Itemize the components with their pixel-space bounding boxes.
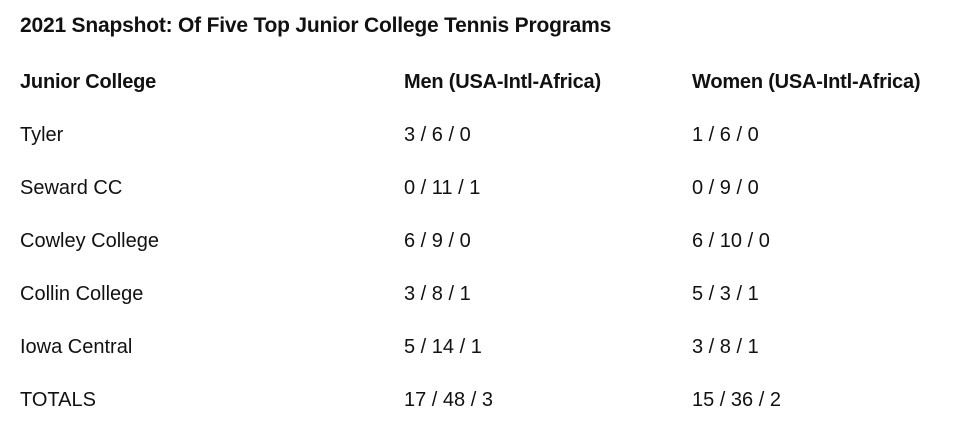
men-total: 17 / 48 / 3 [404, 389, 493, 411]
women-count: 1 / 6 / 0 [692, 124, 759, 146]
men-count: 3 / 6 / 0 [404, 124, 471, 146]
table-header-row: Junior College Men (USA-Intl-Africa) Wom… [0, 67, 974, 97]
page-title: 2021 Snapshot: Of Five Top Junior Colleg… [20, 14, 612, 37]
header-women: Women (USA-Intl-Africa) [692, 71, 921, 93]
men-count: 6 / 9 / 0 [404, 230, 471, 252]
table-row: Cowley College 6 / 9 / 0 6 / 10 / 0 [0, 226, 974, 256]
totals-row: TOTALS 17 / 48 / 3 15 / 36 / 2 [0, 385, 974, 415]
college-name: Iowa Central [20, 336, 133, 358]
table-row: Tyler 3 / 6 / 0 1 / 6 / 0 [0, 120, 974, 150]
header-junior-college: Junior College [20, 71, 157, 93]
women-count: 6 / 10 / 0 [692, 230, 770, 252]
totals-label: TOTALS [20, 389, 96, 411]
women-count: 0 / 9 / 0 [692, 177, 759, 199]
college-name: Cowley College [20, 230, 159, 252]
men-count: 3 / 8 / 1 [404, 283, 471, 305]
table-row: Collin College 3 / 8 / 1 5 / 3 / 1 [0, 279, 974, 309]
college-name: Tyler [20, 124, 64, 146]
table-row: Iowa Central 5 / 14 / 1 3 / 8 / 1 [0, 332, 974, 362]
table-row: Seward CC 0 / 11 / 1 0 / 9 / 0 [0, 173, 974, 203]
college-name: Collin College [20, 283, 144, 305]
women-total: 15 / 36 / 2 [692, 389, 781, 411]
women-count: 5 / 3 / 1 [692, 283, 759, 305]
women-count: 3 / 8 / 1 [692, 336, 759, 358]
college-name: Seward CC [20, 177, 123, 199]
header-men: Men (USA-Intl-Africa) [404, 71, 601, 93]
men-count: 0 / 11 / 1 [404, 177, 481, 199]
men-count: 5 / 14 / 1 [404, 336, 482, 358]
